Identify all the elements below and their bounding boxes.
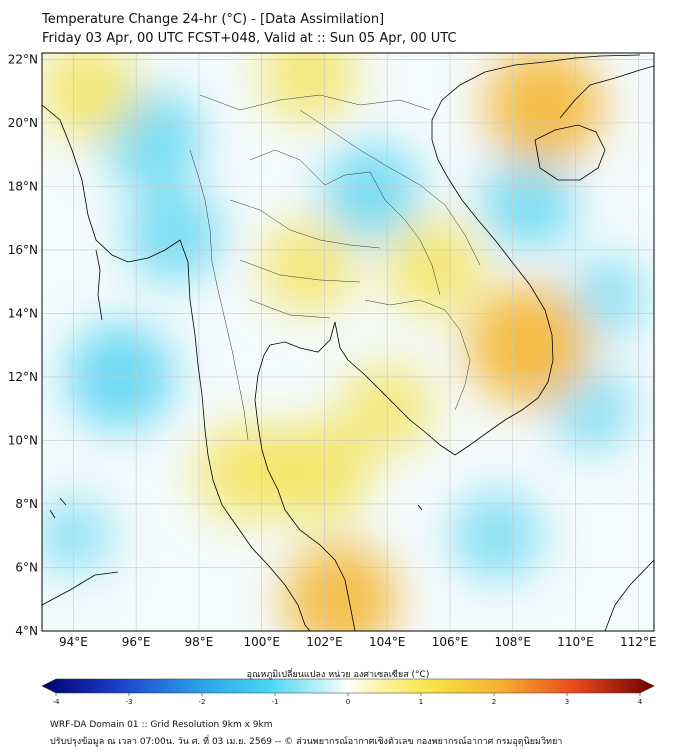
cb-tick-5: 1 xyxy=(419,698,423,706)
cb-tick-4: 0 xyxy=(346,698,350,706)
anomaly-field xyxy=(42,53,648,631)
province-borders xyxy=(189,94,481,441)
anomaly-13 xyxy=(260,217,357,314)
cb-tick-2: -2 xyxy=(199,698,206,706)
cb-tick-8: 4 xyxy=(638,698,643,706)
anomaly-2 xyxy=(125,185,223,283)
cb-tick-6: 2 xyxy=(492,698,496,706)
anomaly-9 xyxy=(260,53,357,124)
cb-tick-1: -3 xyxy=(126,698,133,706)
lon-label-2: 98°E xyxy=(184,635,213,649)
coastline-sumatra xyxy=(42,571,119,606)
lat-label-8: 6°N xyxy=(15,560,38,574)
anomaly-14 xyxy=(384,215,485,316)
map-frame xyxy=(41,52,655,632)
border-thai-myanmar xyxy=(189,149,249,441)
footer-credits: ปรับปรุงข้อมูล ณ เวลา 07:00น. วัน ศ. ที่… xyxy=(50,737,563,747)
coastline-hainan xyxy=(534,124,606,181)
lat-label-5: 12°N xyxy=(8,370,38,384)
map-title: Temperature Change 24-hr (°C) - [Data As… xyxy=(42,12,385,27)
anomaly-6 xyxy=(452,491,542,581)
lon-label-6: 106°E xyxy=(432,635,469,649)
lon-label-1: 96°E xyxy=(122,635,151,649)
lat-label-4: 14°N xyxy=(8,306,38,320)
border-laos-vietnam xyxy=(299,109,481,266)
lat-label-9: 4°N xyxy=(15,624,38,638)
anomaly-11 xyxy=(42,53,140,142)
coastline-borneo xyxy=(604,559,654,631)
lon-label-5: 104°E xyxy=(369,635,406,649)
cb-tick-3: -1 xyxy=(272,698,279,706)
colorbar-title: อุณหภูมิเปลี่ยนแปลง หน่วย องศาเซลเซียส (… xyxy=(246,670,430,680)
anomaly-8 xyxy=(42,496,113,575)
anomaly-3 xyxy=(321,142,422,243)
lat-label-2: 18°N xyxy=(8,179,38,193)
border-thai-laos xyxy=(249,149,441,296)
latitude-labels: 22°N 20°N 18°N 16°N 14°N 12°N 10°N 8°N 6°N 4°N xyxy=(8,52,38,638)
lon-label-9: 112°E xyxy=(620,635,657,649)
colorbar-fill xyxy=(41,678,655,694)
lat-label-0: 22°N xyxy=(8,52,38,66)
anomaly-17 xyxy=(266,420,370,525)
lon-label-0: 94°E xyxy=(59,635,88,649)
anomaly-15 xyxy=(196,422,296,523)
longitude-labels: 94°E 96°E 98°E 100°E 102°E 104°E 106°E 108°E 110… xyxy=(59,635,657,649)
lon-label-3: 100°E xyxy=(243,635,280,649)
anomaly-4 xyxy=(480,154,577,251)
cb-tick-7: 3 xyxy=(565,698,569,706)
coastline-china xyxy=(559,65,654,119)
lon-label-8: 110°E xyxy=(557,635,594,649)
lat-label-3: 16°N xyxy=(8,243,38,257)
border-china xyxy=(199,94,431,111)
map-subtitle: Friday 03 Apr, 00 UTC FCST+048, Valid at… xyxy=(42,31,457,46)
coastlines xyxy=(42,54,654,631)
lat-label-7: 8°N xyxy=(15,497,38,511)
colorbar-ticks: -4 -3 -2 -1 0 1 2 3 4 xyxy=(53,693,643,706)
border-cambodia xyxy=(364,299,471,411)
anomaly-7 xyxy=(565,256,648,339)
anomaly-12 xyxy=(467,284,590,406)
coastline-west xyxy=(42,104,209,456)
coastline-peninsula-west xyxy=(207,454,311,631)
graticule xyxy=(42,53,654,631)
colorbar: -4 -3 -2 -1 0 1 2 3 4 xyxy=(41,678,655,706)
lat-label-1: 20°N xyxy=(8,116,38,130)
coastline-peninsula-east xyxy=(254,344,356,631)
coastline-vietnam xyxy=(431,54,641,456)
lon-label-7: 108°E xyxy=(495,635,532,649)
anomaly-16 xyxy=(282,542,398,631)
coastline-islands xyxy=(49,497,423,519)
border-thai-internal xyxy=(229,199,381,319)
anomaly-10 xyxy=(485,53,604,166)
coastline-gulf-head xyxy=(269,321,456,456)
coastline-andaman xyxy=(95,249,103,321)
footer-model-info: WRF-DA Domain 01 :: Grid Resolution 9km … xyxy=(50,720,273,730)
cb-tick-0: -4 xyxy=(53,698,61,706)
lat-label-6: 10°N xyxy=(8,433,38,447)
lon-label-4: 102°E xyxy=(306,635,343,649)
